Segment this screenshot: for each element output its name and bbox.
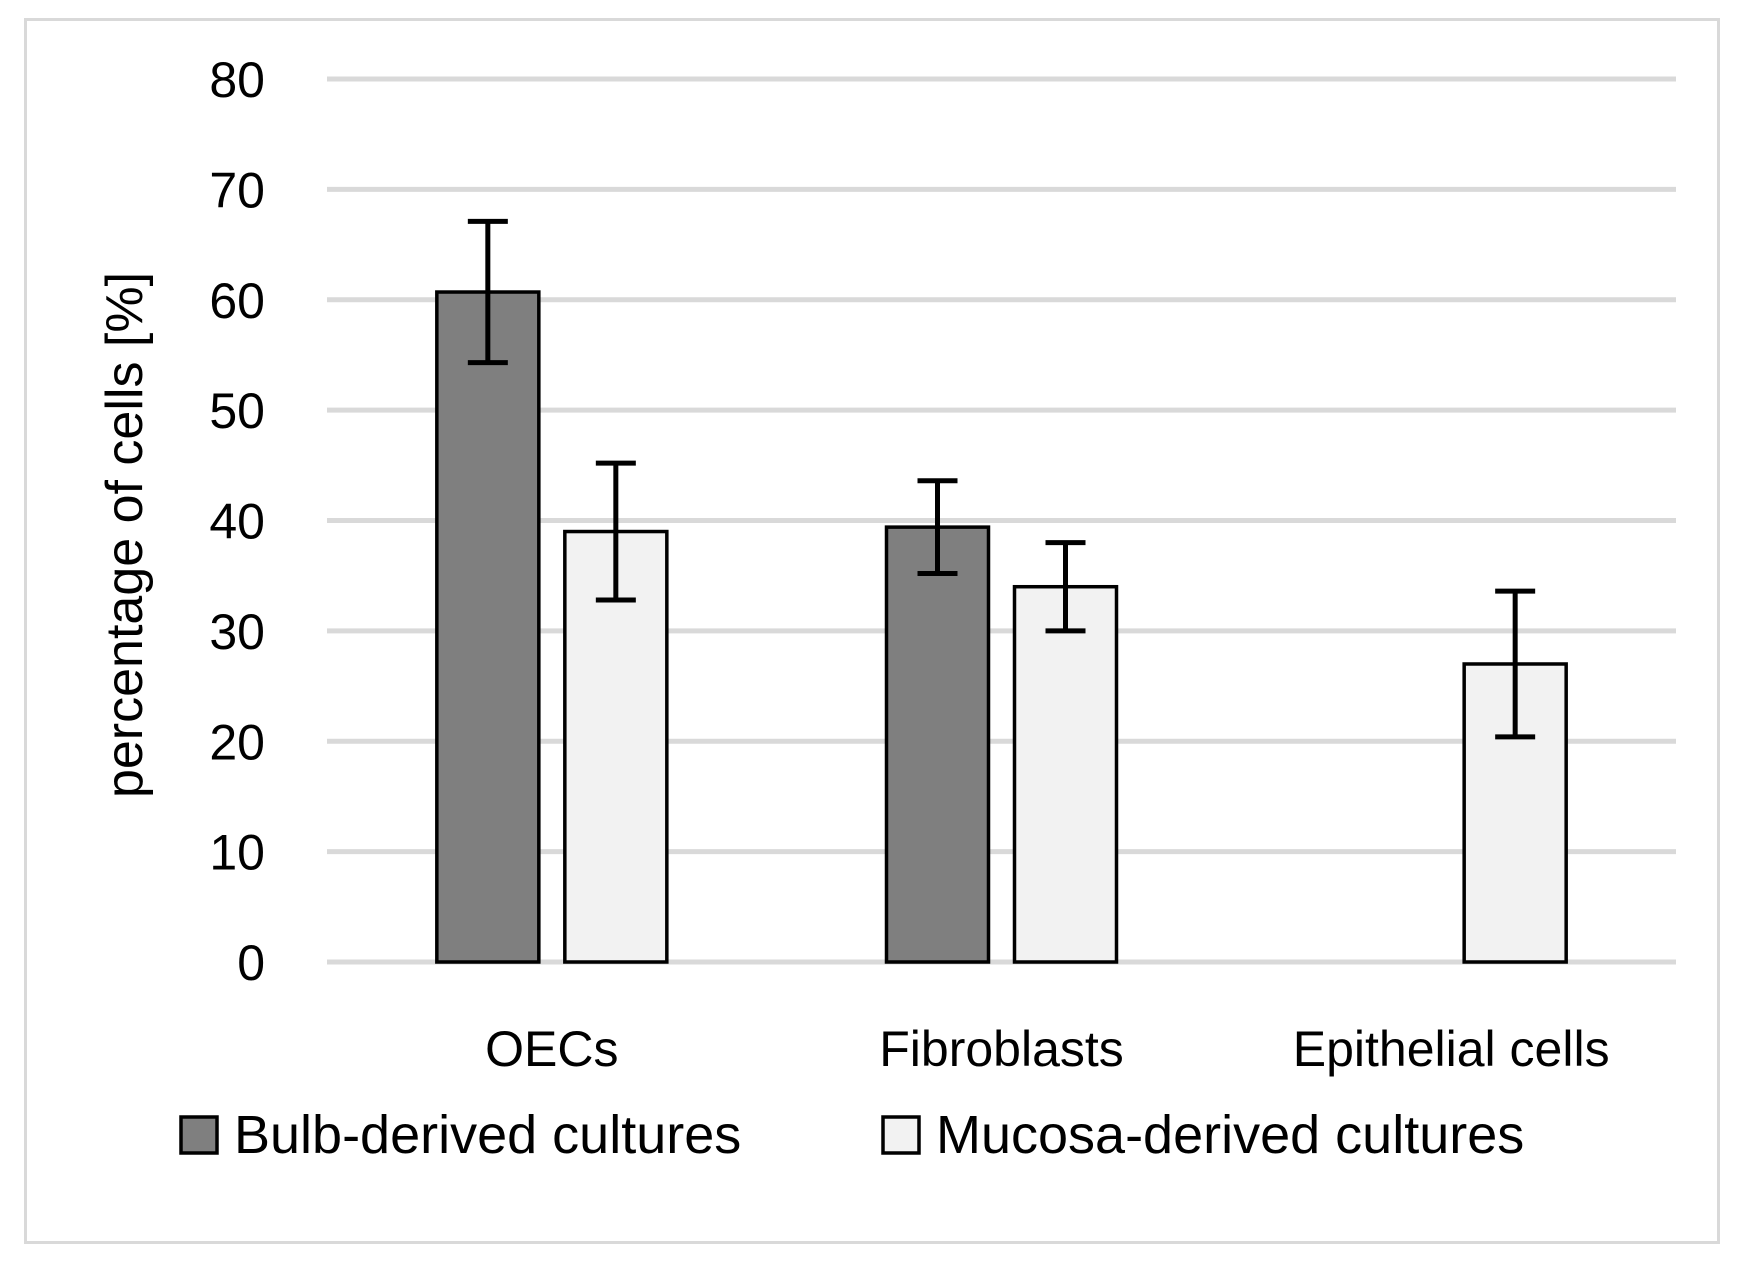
legend-swatch-mucosa [881,1115,921,1155]
error-bars [467,218,1536,740]
y-tick-label: 0 [237,935,265,991]
x-category-label: Epithelial cells [1293,1021,1610,1077]
y-tick-label: 20 [209,714,265,770]
y-axis-tick-labels: 0 10 20 30 40 50 60 70 80 [209,52,265,991]
y-tick-label: 40 [209,494,265,550]
bar-bulb-0 [435,290,541,964]
gridlines [327,76,1676,965]
y-tick-label: 30 [209,604,265,660]
y-tick-label: 70 [209,162,265,218]
x-axis-category-labels: OECs Fibroblasts Epithelial cells [485,1021,1609,1077]
bar-bulb-1 [884,525,991,964]
bar-mucosa-0 [563,529,669,964]
legend: Bulb-derived cultures Mucosa-derived cult… [179,1105,1524,1165]
legend-label-bulb: Bulb-derived cultures [234,1105,741,1165]
y-tick-label: 60 [209,273,265,329]
legend-swatch-bulb [179,1115,219,1155]
bars [435,290,1568,964]
y-tick-label: 80 [209,52,265,108]
bar-mucosa-1 [1012,584,1119,964]
y-tick-label: 10 [209,825,265,881]
y-tick-label: 50 [209,383,265,439]
legend-label-mucosa: Mucosa-derived cultures [936,1105,1524,1165]
x-category-label: OECs [485,1021,618,1077]
x-category-label: Fibroblasts [879,1021,1124,1077]
y-axis-title: percentage of cells [%] [96,272,154,798]
